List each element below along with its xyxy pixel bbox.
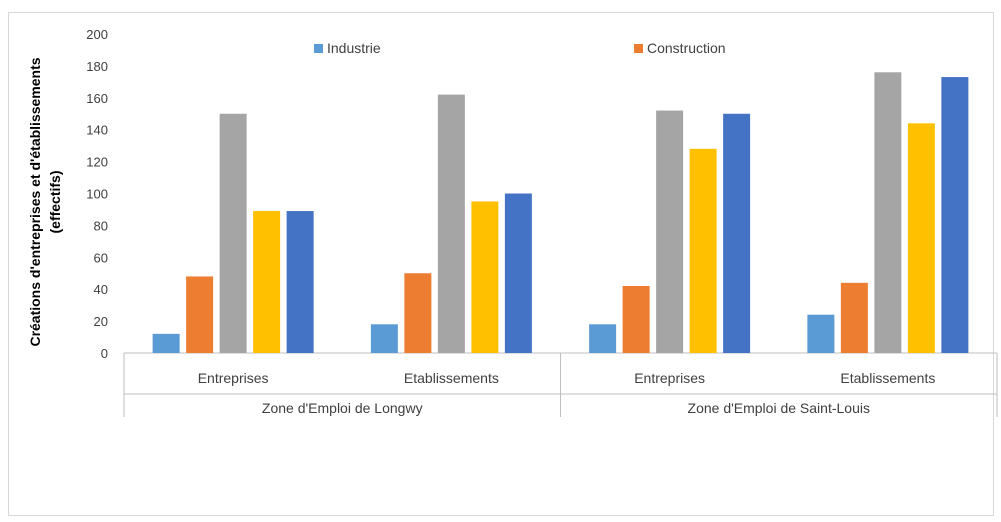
bar (907, 123, 935, 353)
bar (840, 282, 868, 353)
x-tick-label: Etablissements (404, 370, 499, 386)
bar (723, 113, 751, 353)
bar (504, 193, 532, 353)
bar (941, 77, 969, 353)
legend-label: Industrie (327, 40, 381, 56)
y-tick-label: 140 (86, 123, 108, 138)
y-tick-label: 180 (86, 59, 108, 74)
bar (219, 113, 247, 353)
y-tick-label: 0 (101, 346, 108, 361)
bar (370, 324, 398, 353)
x-group-label: Zone d'Emploi de Longwy (262, 400, 423, 416)
y-tick-label: 40 (94, 282, 108, 297)
bar (404, 273, 432, 353)
x-tick-label: Entreprises (634, 370, 705, 386)
bar (589, 324, 617, 353)
y-tick-label: 200 (86, 27, 108, 42)
bar (689, 148, 717, 353)
legend-swatch (314, 44, 323, 53)
bar (622, 286, 650, 353)
y-tick-label: 20 (94, 314, 108, 329)
x-tick-label: Etablissements (840, 370, 935, 386)
legend-swatch (634, 44, 643, 53)
y-axis-label: Créations d'entreprises et d'établisseme… (27, 57, 63, 346)
x-group-label: Zone d'Emploi de Saint-Louis (688, 400, 870, 416)
y-axis-label-line-1: Créations d'entreprises et d'établisseme… (27, 57, 43, 346)
bar (253, 211, 281, 353)
y-tick-label: 60 (94, 250, 108, 265)
bar (152, 333, 180, 353)
bar (807, 314, 835, 353)
y-tick-label: 80 (94, 218, 108, 233)
bar (874, 72, 902, 353)
axes: 0 20 40 60 80 100 120 140 160 180 200 Zone d'Emploi… (86, 27, 998, 417)
chart-frame (8, 12, 994, 516)
legend: Industrie Construction (314, 40, 726, 56)
bar (186, 276, 214, 353)
y-tick-label: 100 (86, 187, 108, 202)
bar (656, 110, 684, 353)
y-tick-label: 120 (86, 155, 108, 170)
bar (286, 211, 314, 353)
bars (152, 72, 969, 354)
x-tick-label: Entreprises (198, 370, 269, 386)
bar (437, 94, 465, 354)
y-tick-label: 160 (86, 91, 108, 106)
y-axis-label-line-2: (effectifs) (47, 170, 63, 233)
bar (471, 201, 499, 353)
legend-label: Construction (647, 40, 726, 56)
